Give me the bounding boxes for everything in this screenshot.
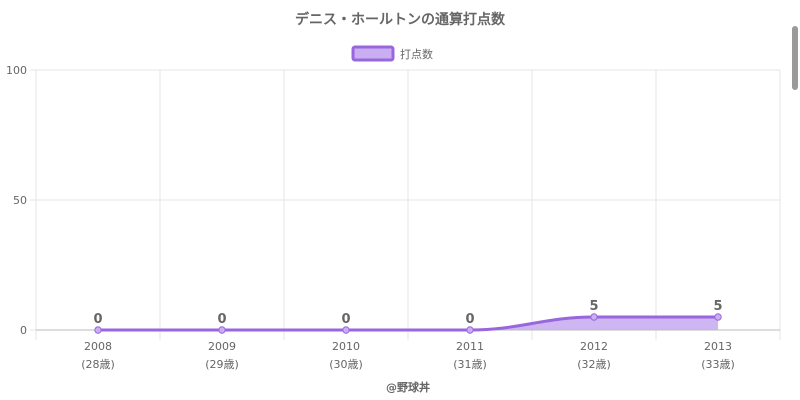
- legend-swatch: [351, 45, 395, 62]
- data-label: 5: [589, 299, 598, 314]
- chart-credit: @野球丼: [386, 380, 430, 394]
- y-tick-label: 50: [13, 194, 27, 207]
- x-tick-sublabel: (30歳): [329, 358, 363, 371]
- series-line: [98, 315, 718, 332]
- x-tick-label: 2008: [84, 340, 112, 353]
- data-labels: 0 0 0 0 5 5: [93, 299, 722, 327]
- x-tick-sublabel: (29歳): [205, 358, 239, 371]
- x-tick-sublabel: (32歳): [577, 358, 611, 371]
- x-tick-label: 2011: [456, 340, 484, 353]
- y-tick-label: 100: [6, 64, 27, 77]
- x-tick-label: 2010: [332, 340, 360, 353]
- data-point[interactable]: [714, 313, 722, 321]
- y-tick-label: 0: [20, 324, 27, 337]
- x-tick-sublabel: (28歳): [81, 358, 115, 371]
- data-point[interactable]: [466, 326, 474, 334]
- x-tick-sublabel: (33歳): [701, 358, 735, 371]
- legend[interactable]: 打点数: [351, 45, 433, 62]
- data-label: 5: [713, 299, 722, 314]
- data-point[interactable]: [94, 326, 102, 334]
- data-label: 0: [465, 312, 474, 327]
- data-label: 0: [217, 312, 226, 327]
- data-point[interactable]: [218, 326, 226, 334]
- legend-label: 打点数: [400, 47, 433, 61]
- data-point[interactable]: [342, 326, 350, 334]
- data-label: 0: [93, 312, 102, 327]
- grid: [35, 69, 781, 340]
- data-point[interactable]: [590, 313, 598, 321]
- scrollbar-thumb[interactable]: [792, 26, 798, 90]
- scrollbar[interactable]: [790, 0, 800, 400]
- data-label: 0: [341, 312, 350, 327]
- x-tick-label: 2012: [580, 340, 608, 353]
- chart-title: デニス・ホールトンの通算打点数: [295, 11, 506, 28]
- x-tick-label: 2009: [208, 340, 236, 353]
- x-tick-sublabel: (31歳): [453, 358, 487, 371]
- x-tick-label: 2013: [704, 340, 732, 353]
- series-layer: [94, 313, 722, 334]
